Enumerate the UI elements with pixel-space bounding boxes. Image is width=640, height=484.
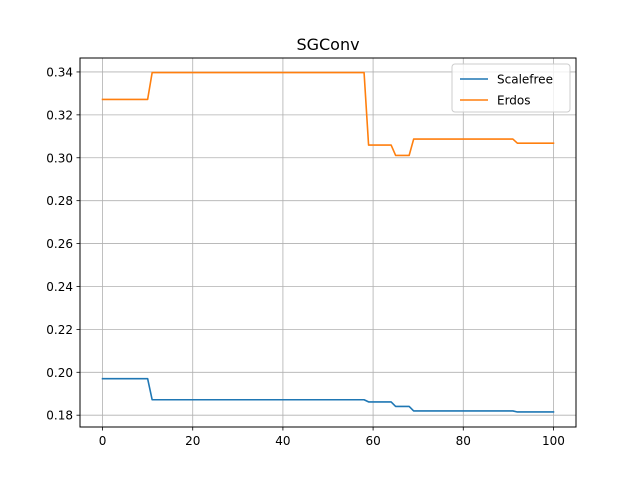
chart-title: SGConv xyxy=(296,35,359,54)
y-tick-label: 0.22 xyxy=(46,323,73,337)
series-line-erdos xyxy=(101,71,555,157)
y-tick-label: 0.18 xyxy=(46,409,73,423)
x-tick-label: 60 xyxy=(365,434,380,448)
y-tick-label: 0.24 xyxy=(46,280,73,294)
x-tick-label: 0 xyxy=(99,434,107,448)
y-tick-label: 0.32 xyxy=(46,108,73,122)
y-tick-label: 0.28 xyxy=(46,194,73,208)
grid-lines xyxy=(80,58,576,427)
plot-series xyxy=(101,71,555,413)
plot-frame xyxy=(79,57,577,428)
x-tick-label: 100 xyxy=(542,434,565,448)
legend-label: Scalefree xyxy=(497,73,553,87)
legend: Scalefree Erdos xyxy=(451,63,571,113)
x-tick-label: 20 xyxy=(185,434,200,448)
y-tick-label: 0.30 xyxy=(46,151,73,165)
x-tick-label: 40 xyxy=(275,434,290,448)
y-tick-label: 0.26 xyxy=(46,237,73,251)
y-tick-label: 0.34 xyxy=(46,65,73,79)
x-tick-label: 80 xyxy=(456,434,471,448)
y-tick-label: 0.20 xyxy=(46,366,73,380)
series-line-scalefree xyxy=(101,377,555,413)
legend-label: Erdos xyxy=(497,94,531,108)
axes: 0 20 40 60 80 100 0.18 0.20 0.22 0.24 0.26 0.28 0.30… xyxy=(46,65,565,448)
